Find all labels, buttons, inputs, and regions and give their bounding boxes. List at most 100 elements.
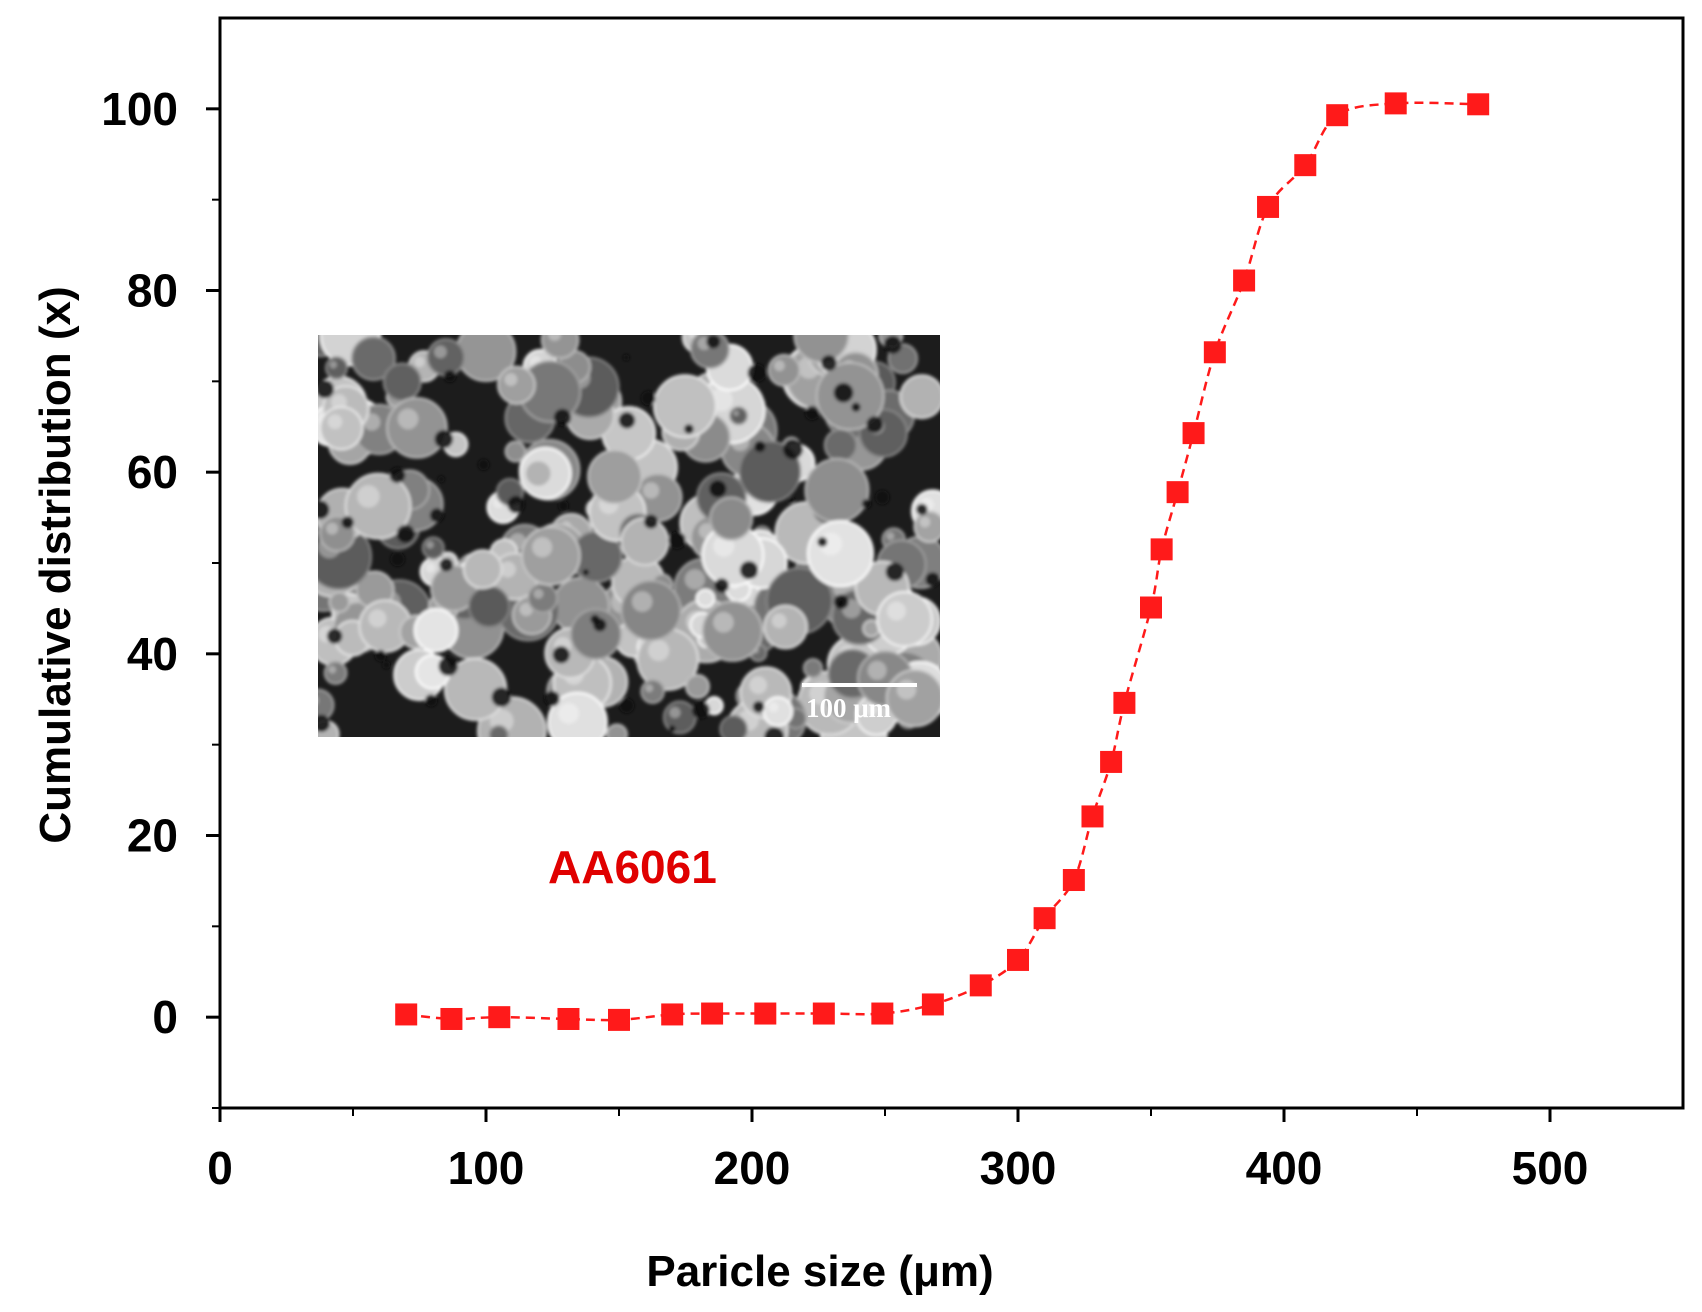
- sem-particle: [729, 406, 748, 425]
- data-point-marker: [1203, 341, 1226, 364]
- sem-particle-highlight: [519, 602, 533, 617]
- sem-particle-highlight: [426, 541, 434, 549]
- x-axis-title: Paricle size (μm): [646, 1247, 993, 1296]
- sem-particle: [653, 374, 717, 439]
- sem-particle: [767, 353, 801, 387]
- sem-particle: [876, 590, 933, 648]
- x-tick-label: 400: [1246, 1142, 1323, 1194]
- sem-particle-highlight: [327, 414, 343, 430]
- sem-particle-highlight: [771, 613, 787, 629]
- material-annotation: AA6061: [548, 841, 717, 893]
- sem-shadow: [491, 687, 512, 707]
- sem-shadow: [425, 694, 438, 707]
- sem-particle: [382, 362, 422, 402]
- sem-particle: [701, 600, 763, 662]
- y-tick-label: 20: [127, 810, 178, 862]
- sem-particle-highlight: [425, 562, 436, 573]
- sem-shadow: [764, 727, 785, 737]
- sem-particle: [520, 526, 581, 586]
- sem-shadow: [668, 531, 686, 550]
- sem-particle-highlight: [318, 697, 319, 704]
- y-tick-label: 100: [101, 83, 178, 135]
- sem-shadow: [783, 439, 803, 460]
- sem-particle-highlight: [733, 410, 740, 417]
- sem-shadow: [390, 552, 405, 567]
- sem-particle-highlight: [357, 485, 380, 508]
- data-point-marker: [1257, 195, 1280, 218]
- sem-shadow: [641, 391, 656, 406]
- sem-shadow: [429, 508, 445, 523]
- sem-shadow: [318, 500, 330, 520]
- sem-shadow: [668, 725, 676, 733]
- sem-shadow: [875, 490, 890, 505]
- sem-shadow: [817, 536, 828, 547]
- data-point-marker: [1140, 596, 1162, 619]
- sem-shadow: [820, 355, 837, 371]
- sem-particle-highlight: [768, 702, 779, 713]
- data-point-marker: [395, 1003, 418, 1026]
- sem-particle: [738, 440, 802, 503]
- sem-particle-highlight: [504, 373, 518, 386]
- sem-particle: [569, 608, 622, 661]
- sem-particle-highlight: [328, 665, 337, 674]
- sem-particle-highlight: [558, 703, 579, 724]
- data-point-marker: [969, 974, 992, 997]
- sem-particle: [323, 661, 348, 685]
- sem-particle: [806, 520, 874, 588]
- sem-shadow: [805, 406, 820, 421]
- data-point-marker: [1100, 750, 1123, 773]
- sem-shadow: [382, 660, 391, 669]
- sem-particle-highlight: [896, 679, 917, 700]
- sem-shadow: [684, 424, 694, 434]
- x-tick-label: 100: [448, 1142, 525, 1194]
- data-point-marker: [1007, 948, 1029, 971]
- sem-particle-highlight: [533, 588, 544, 599]
- sem-particle: [421, 536, 445, 560]
- sem-particle: [386, 397, 448, 459]
- sem-shadow: [507, 495, 525, 514]
- sem-inset-image: 100 μm: [318, 335, 940, 737]
- y-tick-label: 0: [152, 991, 178, 1043]
- sem-shadow: [619, 698, 635, 714]
- sem-particle-highlight: [329, 361, 338, 369]
- sem-particle-highlight: [774, 360, 785, 372]
- sem-particle: [802, 658, 824, 679]
- sem-particle-highlight: [326, 522, 339, 535]
- data-point-marker: [440, 1007, 463, 1030]
- sem-particle-highlight: [713, 611, 734, 633]
- sem-shadow: [706, 335, 721, 349]
- data-point-marker: [871, 1002, 894, 1025]
- sem-particle-highlight: [434, 345, 447, 359]
- sem-shadow: [553, 408, 572, 427]
- sem-particle: [527, 582, 559, 614]
- sem-shadow: [478, 459, 490, 471]
- sem-shadow: [437, 475, 445, 483]
- data-point-marker: [701, 1002, 724, 1025]
- sem-particle-highlight: [414, 356, 425, 368]
- sem-shadow: [396, 524, 415, 543]
- sem-shadow: [925, 572, 940, 587]
- sem-particle: [763, 604, 808, 650]
- sem-shadow: [861, 498, 872, 509]
- sem-particle: [899, 374, 940, 420]
- sem-particle-highlight: [645, 684, 654, 693]
- sem-particle-highlight: [631, 591, 653, 612]
- sem-shadow: [739, 561, 759, 580]
- sem-shadow: [709, 480, 727, 498]
- sem-particle-highlight: [863, 701, 878, 716]
- sem-particle: [913, 510, 940, 543]
- data-point-marker: [488, 1006, 511, 1029]
- sem-shadow: [714, 578, 729, 593]
- sem-shadow: [866, 416, 884, 433]
- y-tick-label: 40: [127, 628, 178, 680]
- data-point-marker: [1294, 154, 1317, 177]
- sem-shadow: [622, 354, 630, 361]
- sem-particle-highlight: [499, 561, 516, 578]
- data-point-marker: [1467, 93, 1490, 116]
- y-tick-label: 60: [127, 446, 178, 498]
- data-point-marker: [1150, 538, 1173, 561]
- sem-particle-highlight: [397, 408, 419, 430]
- sem-shadow: [692, 701, 710, 719]
- sem-shadow: [754, 441, 766, 453]
